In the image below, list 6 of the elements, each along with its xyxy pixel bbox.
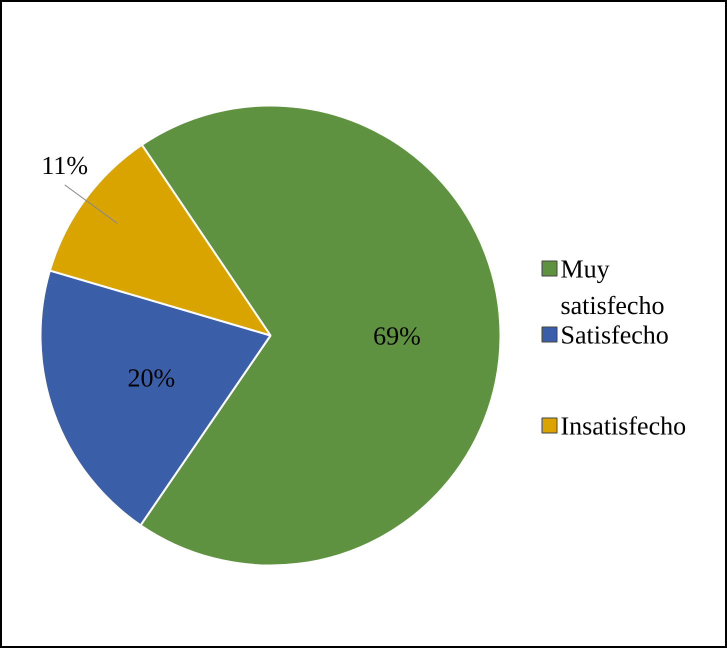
legend-label: Satisfecho bbox=[560, 320, 669, 350]
data-label: 20% bbox=[128, 363, 176, 392]
legend-label: Muy satisfecho bbox=[560, 254, 664, 320]
data-label: 69% bbox=[373, 321, 421, 350]
legend-label: Insatisfecho bbox=[560, 412, 686, 440]
data-label: 11% bbox=[41, 150, 88, 180]
